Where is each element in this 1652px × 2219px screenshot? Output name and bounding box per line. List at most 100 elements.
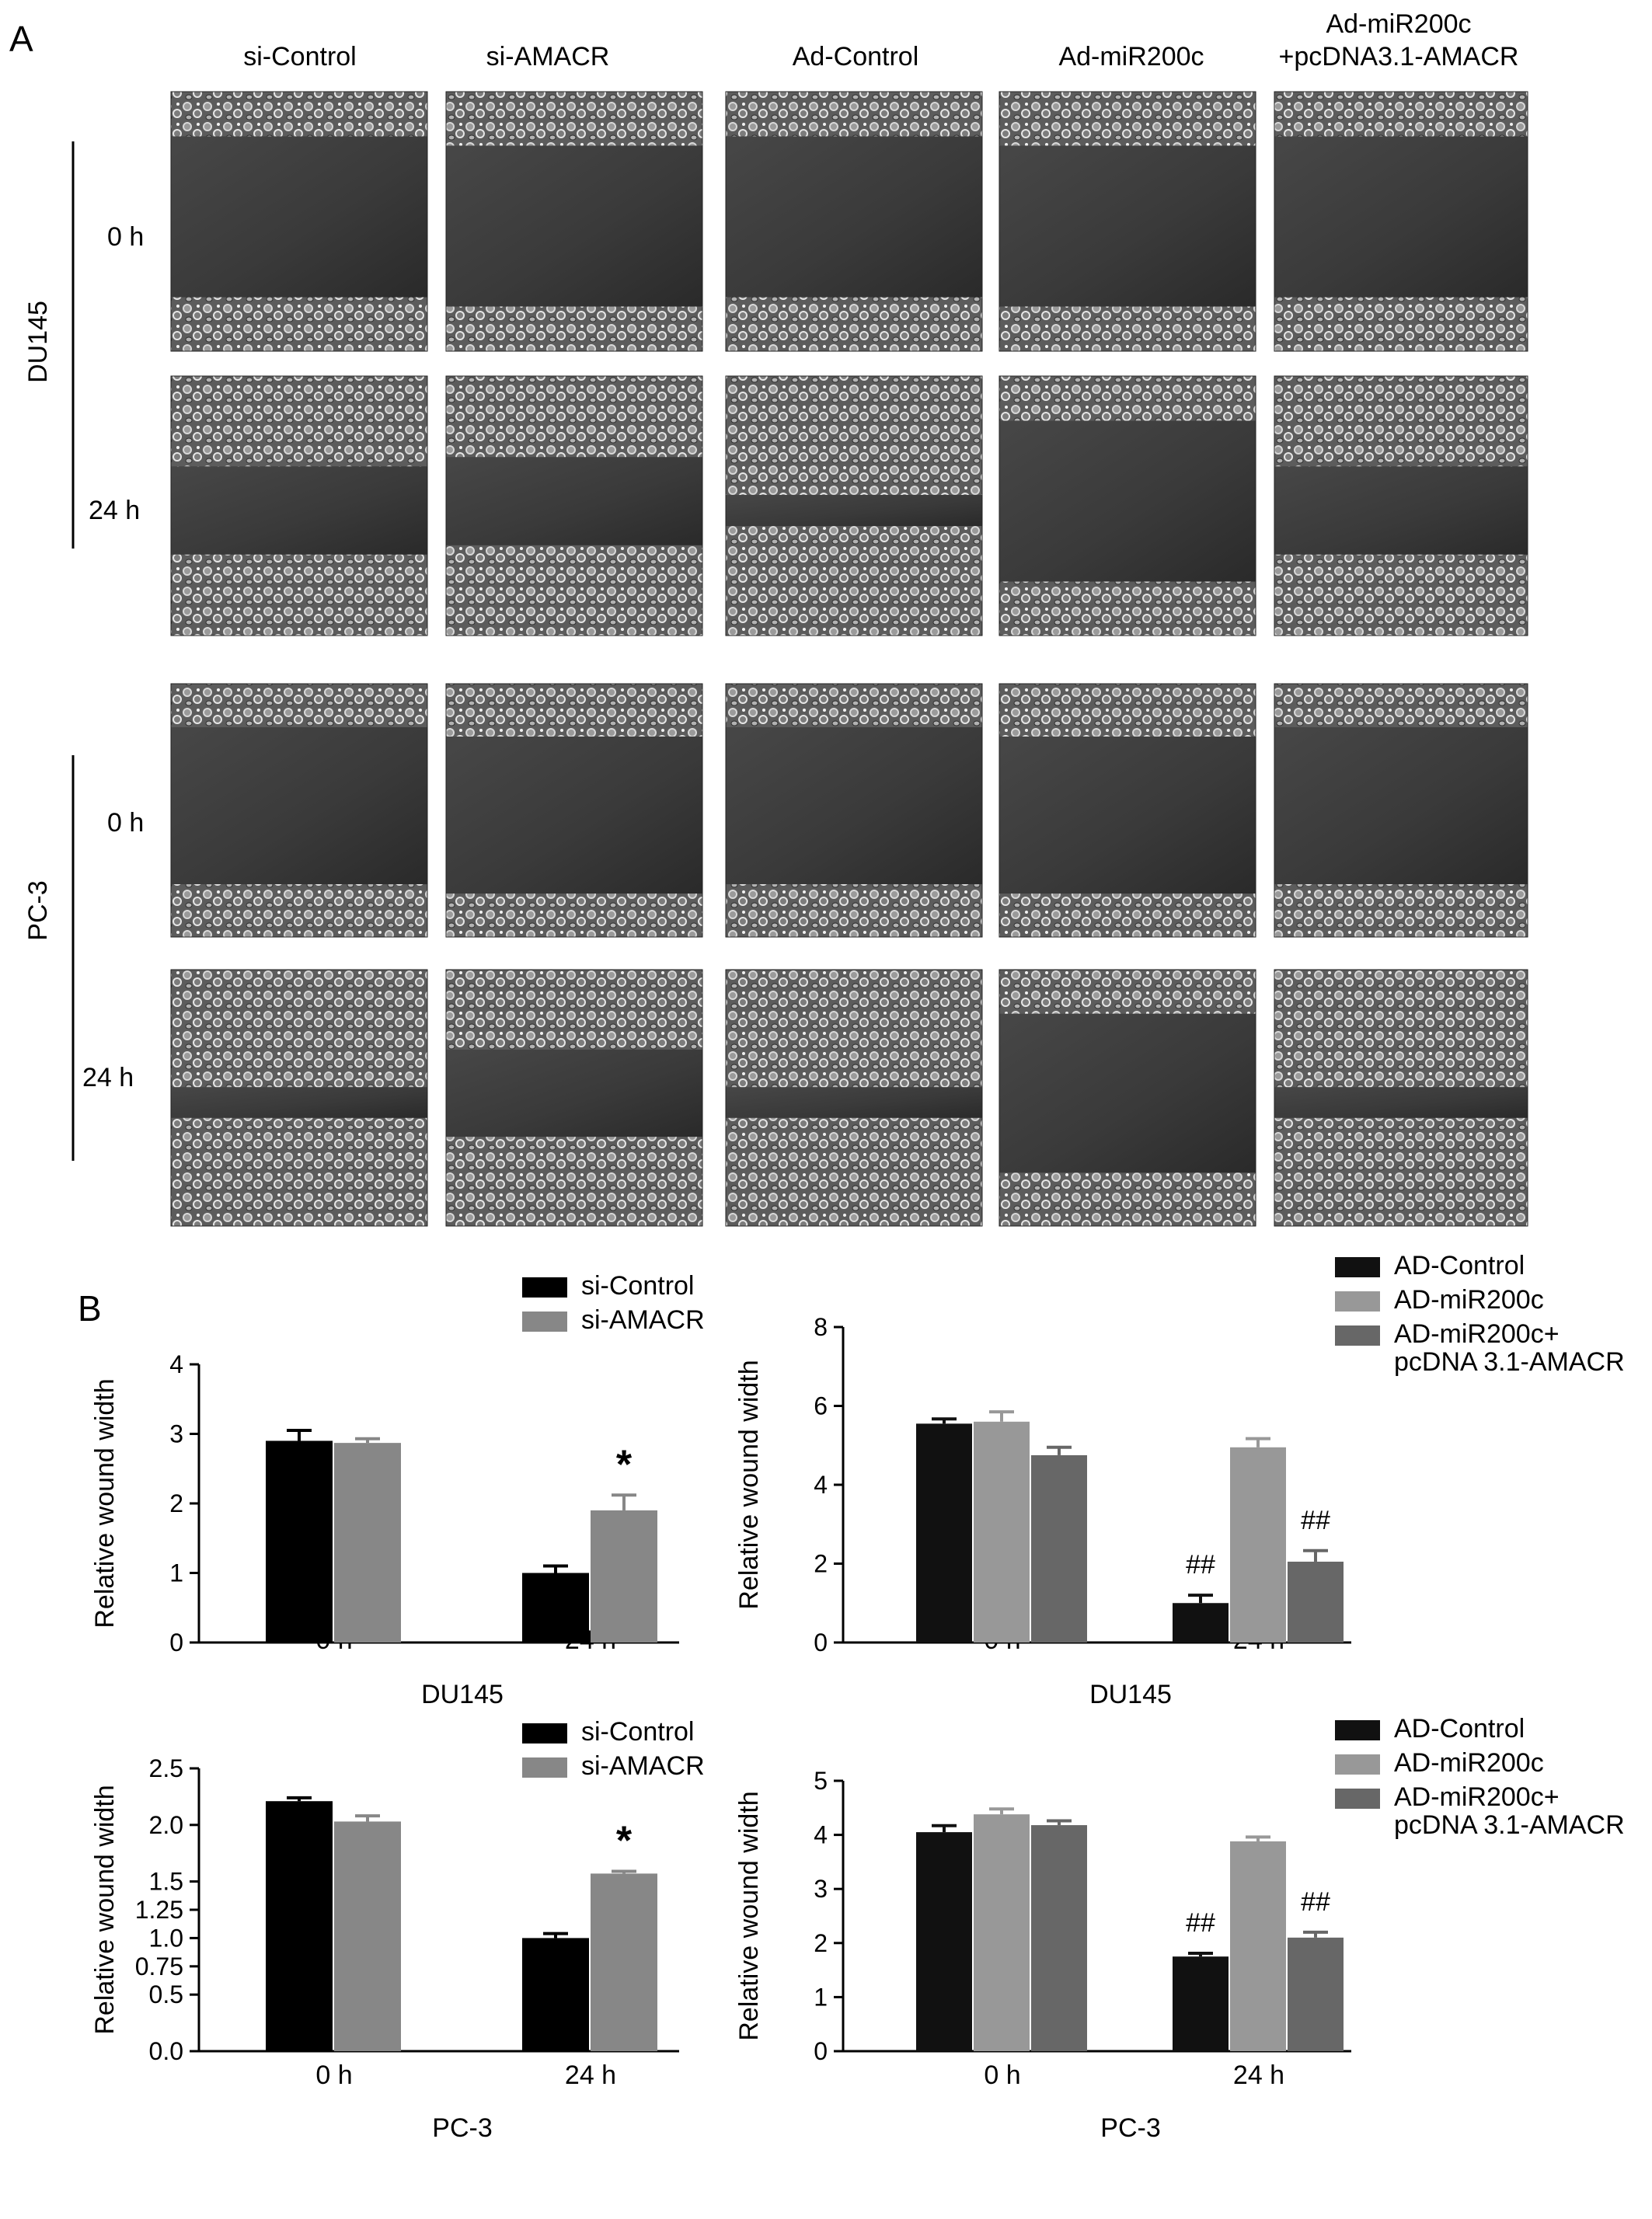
x-tick-label: 24 h bbox=[565, 2060, 616, 2090]
bar bbox=[334, 1443, 401, 1642]
bar bbox=[522, 1938, 589, 2051]
y-tick-label: 1.25 bbox=[135, 1896, 183, 1924]
panel-a-label: A bbox=[9, 19, 33, 59]
micrograph-r1-c5 bbox=[1274, 91, 1528, 352]
y-axis-title: Relative wound width bbox=[90, 1785, 120, 2034]
legend-label: AD-miR200c bbox=[1394, 1748, 1544, 1778]
wound-gap bbox=[171, 726, 427, 885]
y-tick-label: 0.0 bbox=[149, 2037, 183, 2065]
column-header-si-control: si-Control bbox=[243, 42, 356, 71]
micrograph-r3-c2 bbox=[445, 683, 703, 938]
y-tick-label: 1.0 bbox=[149, 1924, 183, 1952]
legend-swatch bbox=[522, 1723, 567, 1744]
y-tick-label: 0 bbox=[169, 1629, 183, 1656]
legend-swatch bbox=[522, 1757, 567, 1778]
wound-gap bbox=[1274, 136, 1528, 298]
bar bbox=[1173, 1956, 1229, 2051]
bar bbox=[522, 1573, 589, 1642]
wound-gap bbox=[171, 136, 427, 298]
row-label-pc3: PC-3 bbox=[23, 880, 53, 940]
wound-gap bbox=[999, 145, 1256, 307]
y-tick-label: 1 bbox=[169, 1559, 183, 1587]
legend-label: si-Control bbox=[581, 1717, 694, 1747]
y-tick-label: 2 bbox=[814, 1550, 828, 1578]
micrograph-r4-c5 bbox=[1274, 969, 1528, 1227]
legend-swatch bbox=[1335, 1325, 1380, 1346]
bar bbox=[1230, 1447, 1286, 1642]
wound-gap bbox=[1274, 1087, 1528, 1118]
legend-label: AD-Control bbox=[1394, 1714, 1525, 1744]
y-tick-label: 0 bbox=[814, 2037, 828, 2065]
time-label-pc3-24h: 24 h bbox=[82, 1063, 134, 1092]
y-tick-label: 2.0 bbox=[149, 1811, 183, 1839]
legend-swatch bbox=[522, 1277, 567, 1298]
wound-gap bbox=[446, 457, 702, 545]
legend-swatch bbox=[522, 1312, 567, 1332]
micrograph-r1-c3 bbox=[725, 91, 983, 352]
micrograph-frame bbox=[999, 683, 1256, 938]
chart-pc3-si: 0.0 0.50.751.01.251.5 2.0 2.5 Relative wound… bbox=[90, 1717, 705, 2143]
wound-gap bbox=[999, 1013, 1256, 1173]
legend-label: pcDNA 3.1-AMACR bbox=[1394, 1347, 1625, 1377]
wound-gap bbox=[446, 145, 702, 307]
legend-swatch bbox=[1335, 1754, 1380, 1775]
bar bbox=[266, 1801, 333, 2051]
bar bbox=[266, 1440, 333, 1642]
row-label-du145: DU145 bbox=[23, 301, 53, 383]
y-tick-label: 1.5 bbox=[149, 1868, 183, 1896]
y-tick-label: 8 bbox=[814, 1313, 828, 1341]
significance-marker: * bbox=[616, 1818, 633, 1863]
micrograph-r4-c4 bbox=[999, 969, 1256, 1227]
micrograph-frame bbox=[999, 375, 1256, 636]
time-label-du145-0h: 0 h bbox=[107, 222, 144, 252]
bar bbox=[1288, 1937, 1344, 2051]
y-axis-title: Relative wound width bbox=[90, 1378, 120, 1628]
legend-label: si-Control bbox=[581, 1271, 694, 1301]
micrograph-r2-c5 bbox=[1274, 375, 1528, 636]
bar bbox=[334, 1821, 401, 2051]
y-tick-label: 3 bbox=[814, 1875, 828, 1903]
legend-label: si-AMACR bbox=[581, 1305, 705, 1335]
x-axis-title: DU145 bbox=[1089, 1680, 1172, 1709]
micrograph-frame bbox=[725, 91, 983, 352]
y-tick-label: 1 bbox=[814, 1983, 828, 2011]
column-header-ad-control: Ad-Control bbox=[793, 42, 919, 71]
micrograph-r4-c3 bbox=[725, 969, 983, 1227]
legend-label: AD-miR200c+ bbox=[1394, 1782, 1560, 1812]
x-tick-label: 0 h bbox=[315, 2060, 352, 2090]
bar bbox=[1173, 1603, 1229, 1642]
micrograph-frame bbox=[725, 969, 983, 1227]
legend-label: AD-Control bbox=[1394, 1251, 1525, 1280]
significance-marker: ## bbox=[1301, 1887, 1330, 1917]
panel-a: A si-Control si-AMACR Ad-Control Ad-miR2… bbox=[9, 9, 1528, 1227]
significance-marker: * bbox=[616, 1442, 633, 1487]
bar bbox=[1288, 1561, 1344, 1642]
micrograph-frame bbox=[1274, 683, 1528, 938]
significance-marker: ## bbox=[1186, 1908, 1215, 1938]
micrograph-frame bbox=[1274, 969, 1528, 1227]
micrograph-frame bbox=[999, 969, 1256, 1227]
micrograph-frame bbox=[1274, 91, 1528, 352]
micrograph-frame bbox=[725, 375, 983, 636]
wound-gap bbox=[1274, 466, 1528, 555]
micrograph-frame bbox=[445, 375, 703, 636]
micrograph-r3-c3 bbox=[725, 683, 983, 938]
x-axis-title: PC-3 bbox=[432, 2113, 492, 2143]
column-header-si-amacr: si-AMACR bbox=[486, 42, 610, 71]
wound-gap bbox=[446, 1049, 702, 1137]
bar bbox=[974, 1814, 1030, 2051]
significance-marker: ## bbox=[1186, 1550, 1215, 1580]
micrograph-r1-c1 bbox=[170, 91, 428, 352]
column-header-ad-mir200c-line2: +pcDNA3.1-AMACR bbox=[1279, 42, 1519, 71]
panel-b-label: B bbox=[78, 1288, 102, 1329]
micrograph-frame bbox=[999, 91, 1256, 352]
micrograph-frame bbox=[445, 969, 703, 1227]
legend-label: AD-miR200c+ bbox=[1394, 1319, 1560, 1349]
legend-swatch bbox=[1335, 1291, 1380, 1312]
y-tick-label: 4 bbox=[814, 1471, 828, 1499]
micrograph-frame bbox=[170, 969, 428, 1227]
micrograph-r4-c1 bbox=[170, 969, 428, 1227]
wound-gap bbox=[171, 1087, 427, 1118]
